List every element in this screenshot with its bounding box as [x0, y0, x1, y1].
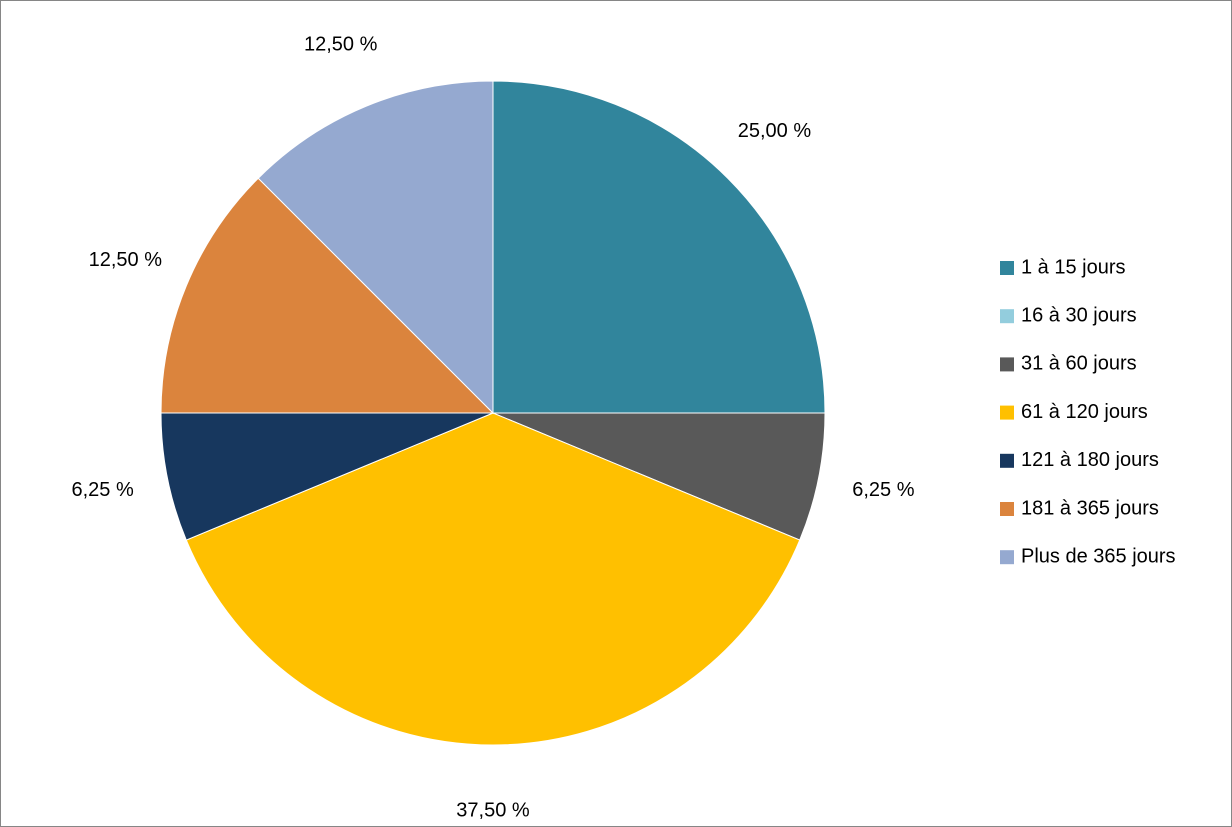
pie-slice — [492, 80, 826, 414]
legend-swatch — [1000, 309, 1014, 324]
legend-swatch — [1000, 357, 1014, 372]
legend-label: 1 à 15 jours — [1021, 256, 1126, 278]
legend-label: 61 à 120 jours — [1021, 401, 1148, 423]
data-label: 12,50 % — [304, 34, 378, 56]
legend-swatch — [1000, 502, 1014, 516]
legend-swatch — [1000, 261, 1014, 275]
legend-label: 16 à 30 jours — [1021, 304, 1137, 326]
data-label: 6,25 % — [72, 479, 134, 501]
legend-label: 31 à 60 jours — [1021, 353, 1137, 375]
pie-slice — [492, 412, 826, 541]
data-label: 25,00 % — [738, 120, 812, 142]
legend-label: Plus de 365 jours — [1021, 545, 1176, 567]
pie-slice — [185, 412, 801, 746]
data-label: 37,50 % — [456, 799, 530, 821]
legend-swatch — [1000, 405, 1014, 420]
pie-slice — [257, 80, 494, 415]
pie-slice — [160, 177, 495, 414]
legend-label: 181 à 365 jours — [1021, 497, 1159, 519]
data-label: 12,50 % — [89, 249, 163, 271]
legend-swatch — [1000, 453, 1014, 468]
legend-label: 121 à 180 jours — [1021, 449, 1159, 471]
legend-swatch — [1000, 550, 1014, 565]
pie-slice — [160, 412, 494, 541]
data-label: 6,25 % — [852, 479, 914, 501]
